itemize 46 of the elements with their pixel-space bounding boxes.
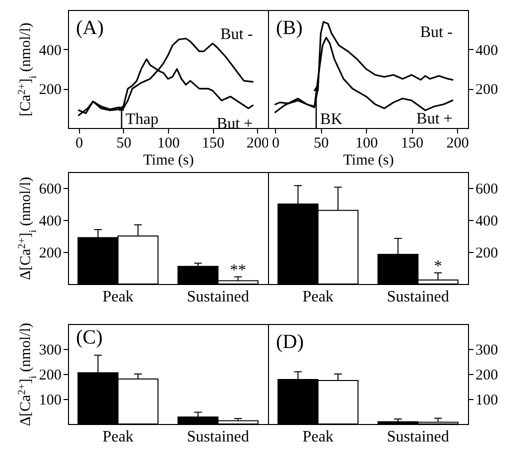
y-tick-label: 100 <box>476 392 498 408</box>
y-tick-label: 400 <box>476 214 498 230</box>
x-tick-label: Peak <box>102 288 134 306</box>
x-tick-label: 100 <box>355 136 378 152</box>
y-tick-label: 100 <box>39 392 62 408</box>
x-tick-label: Peak <box>302 288 334 306</box>
y-tick-label: 200 <box>39 368 62 384</box>
x-tick-label: Sustained <box>386 428 450 446</box>
x-axis-title: Time (s) <box>343 152 394 168</box>
x-tick-label: Sustained <box>186 428 250 446</box>
series-label: But + <box>416 110 453 128</box>
x-tick-label: 50 <box>116 136 132 152</box>
x-tick-label: Peak <box>302 428 334 446</box>
y-tick-label: 400 <box>476 42 498 59</box>
x-axis-title: Time (s) <box>143 152 194 168</box>
y-tick-label: 300 <box>39 342 62 358</box>
y-tick-label: 200 <box>39 82 62 98</box>
y-tick-label: 200 <box>39 246 62 262</box>
x-tick-label: 0 <box>75 136 83 152</box>
y-tick-label: 400 <box>39 214 62 230</box>
x-tick-label: 200 <box>446 136 469 152</box>
y-tick-label: 600 <box>39 182 62 198</box>
annotation: Thap <box>126 111 158 128</box>
x-tick-label: 0 <box>272 136 280 152</box>
text: But - <box>420 24 453 41</box>
x-tick-label: Sustained <box>186 288 250 306</box>
chart-title: (C) <box>76 326 103 348</box>
annotation: BK <box>320 111 343 128</box>
y-tick-label: 200 <box>476 246 498 262</box>
y-tick-label: 600 <box>476 182 498 198</box>
x-tick-label: 150 <box>202 136 224 152</box>
y-tick-label: 200 <box>476 82 498 98</box>
chart-title: (A) <box>76 17 104 39</box>
annotation: * <box>434 258 442 275</box>
x-tick-label: Peak <box>102 428 134 446</box>
annotation: ** <box>230 262 246 279</box>
x-tick-label: 150 <box>400 136 424 152</box>
y-tick-label: 200 <box>476 368 498 384</box>
chart-title: (D) <box>276 331 304 353</box>
x-tick-label: 100 <box>157 136 180 152</box>
chart-title: (B) <box>276 17 303 39</box>
x-tick-label: Sustained <box>386 288 450 306</box>
series-label: But - <box>220 26 253 43</box>
y-tick-label: 300 <box>476 342 498 358</box>
x-tick-label: 50 <box>314 136 329 152</box>
y-tick-label: 400 <box>39 42 62 59</box>
